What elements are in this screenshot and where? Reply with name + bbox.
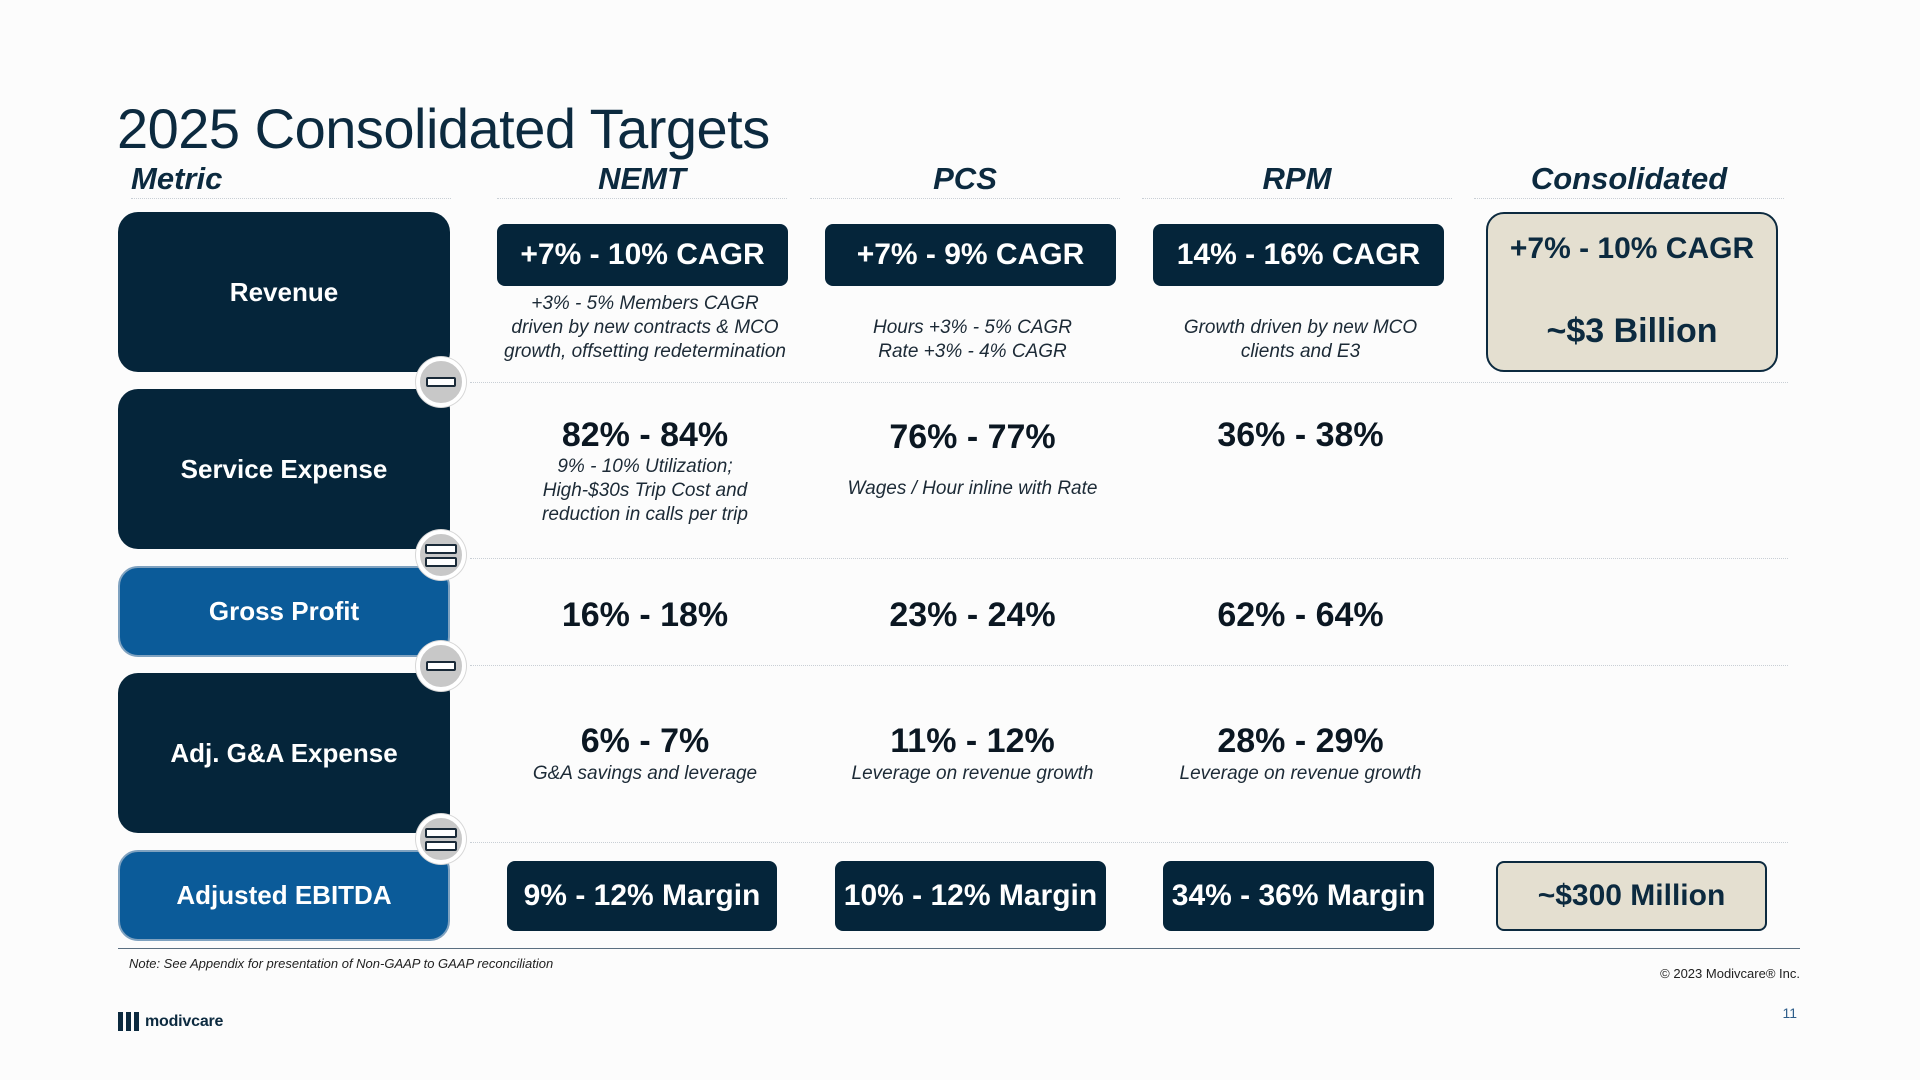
row-divider <box>470 842 1788 843</box>
gross-profit-nemt-value: 16% - 18% <box>561 596 729 634</box>
metric-label: Adjusted EBITDA <box>176 880 392 910</box>
ga-expense-pcs-note: Leverage on revenue growth <box>851 763 1094 784</box>
service-expense-pcs-value: 76% - 77% <box>889 418 1056 456</box>
metric-service-expense: Service Expense <box>118 389 450 549</box>
logo-text: modivcare <box>145 1012 224 1030</box>
metric-gross-profit: Gross Profit <box>118 566 450 657</box>
ga-expense-nemt-note: G&A savings and leverage <box>532 763 758 784</box>
column-header-consolidated: Consolidated <box>1474 160 1784 199</box>
revenue-pcs-note: Hours +3% - 5% CAGR Rate +3% - 4% CAGR <box>872 317 1073 362</box>
ga-expense-rpm-value: 28% - 29% <box>1217 722 1384 760</box>
logo-icon <box>118 1012 139 1031</box>
revenue-consolidated-value: +7% - 10% CAGR <box>1509 232 1755 265</box>
ebitda-consolidated-value: ~$300 Million <box>1496 861 1767 931</box>
service-expense-nemt-value: 82% - 84% <box>561 416 729 454</box>
metric-adj-ga-expense: Adj. G&A Expense <box>118 673 450 833</box>
equals-icon <box>416 530 466 580</box>
metric-revenue: Revenue <box>118 212 450 372</box>
column-header-pcs: PCS <box>810 160 1120 199</box>
footnote: Note: See Appendix for presentation of N… <box>129 956 554 971</box>
ebitda-rpm-value: 34% - 36% Margin <box>1163 861 1434 931</box>
metric-label: Service Expense <box>180 453 388 484</box>
revenue-nemt-value: +7% - 10% CAGR <box>497 224 788 286</box>
column-header-metric: Metric <box>131 160 451 199</box>
row-divider <box>470 665 1788 666</box>
column-header-nemt: NEMT <box>497 160 787 199</box>
minus-icon <box>416 641 466 691</box>
company-logo: modivcare <box>118 1012 223 1031</box>
column-header-rpm: RPM <box>1142 160 1452 199</box>
ga-expense-rpm-note: Leverage on revenue growth <box>1179 763 1422 784</box>
metric-label: Revenue <box>229 276 339 307</box>
gross-profit-rpm-value: 62% - 64% <box>1217 596 1384 634</box>
metric-label: Adj. G&A Expense <box>170 737 398 768</box>
metric-adjusted-ebitda: Adjusted EBITDA <box>118 850 450 941</box>
footer-divider <box>118 948 1800 949</box>
service-expense-rpm-value: 36% - 38% <box>1217 416 1384 454</box>
equals-icon <box>416 814 466 864</box>
row-divider <box>470 558 1788 559</box>
row-divider <box>470 382 1788 383</box>
page-title: 2025 Consolidated Targets <box>117 97 770 160</box>
ga-expense-pcs-value: 11% - 12% <box>890 722 1055 760</box>
ebitda-nemt-value: 9% - 12% Margin <box>507 861 777 931</box>
revenue-consolidated-box: +7% - 10% CAGR ~$3 Billion <box>1486 212 1778 372</box>
copyright: © 2023 Modivcare® Inc. <box>1660 966 1800 981</box>
ga-expense-nemt-value: 6% - 7% <box>580 722 710 760</box>
gross-profit-pcs-value: 23% - 24% <box>889 596 1056 634</box>
minus-icon <box>416 357 466 407</box>
metric-label: Gross Profit <box>208 596 360 626</box>
page-number: 11 <box>1782 1005 1797 1021</box>
revenue-pcs-value: +7% - 9% CAGR <box>825 224 1116 286</box>
revenue-rpm-note: Growth driven by new MCO clients and E3 <box>1183 317 1418 362</box>
service-expense-pcs-note: Wages / Hour inline with Rate <box>847 478 1098 499</box>
ebitda-pcs-value: 10% - 12% Margin <box>835 861 1106 931</box>
revenue-nemt-note: +3% - 5% Members CAGR driven by new cont… <box>504 293 786 362</box>
service-expense-nemt-note: 9% - 10% Utilization; High-$30s Trip Cos… <box>542 456 748 525</box>
revenue-consolidated-sub: ~$3 Billion <box>1546 312 1718 350</box>
revenue-rpm-value: 14% - 16% CAGR <box>1153 224 1444 286</box>
